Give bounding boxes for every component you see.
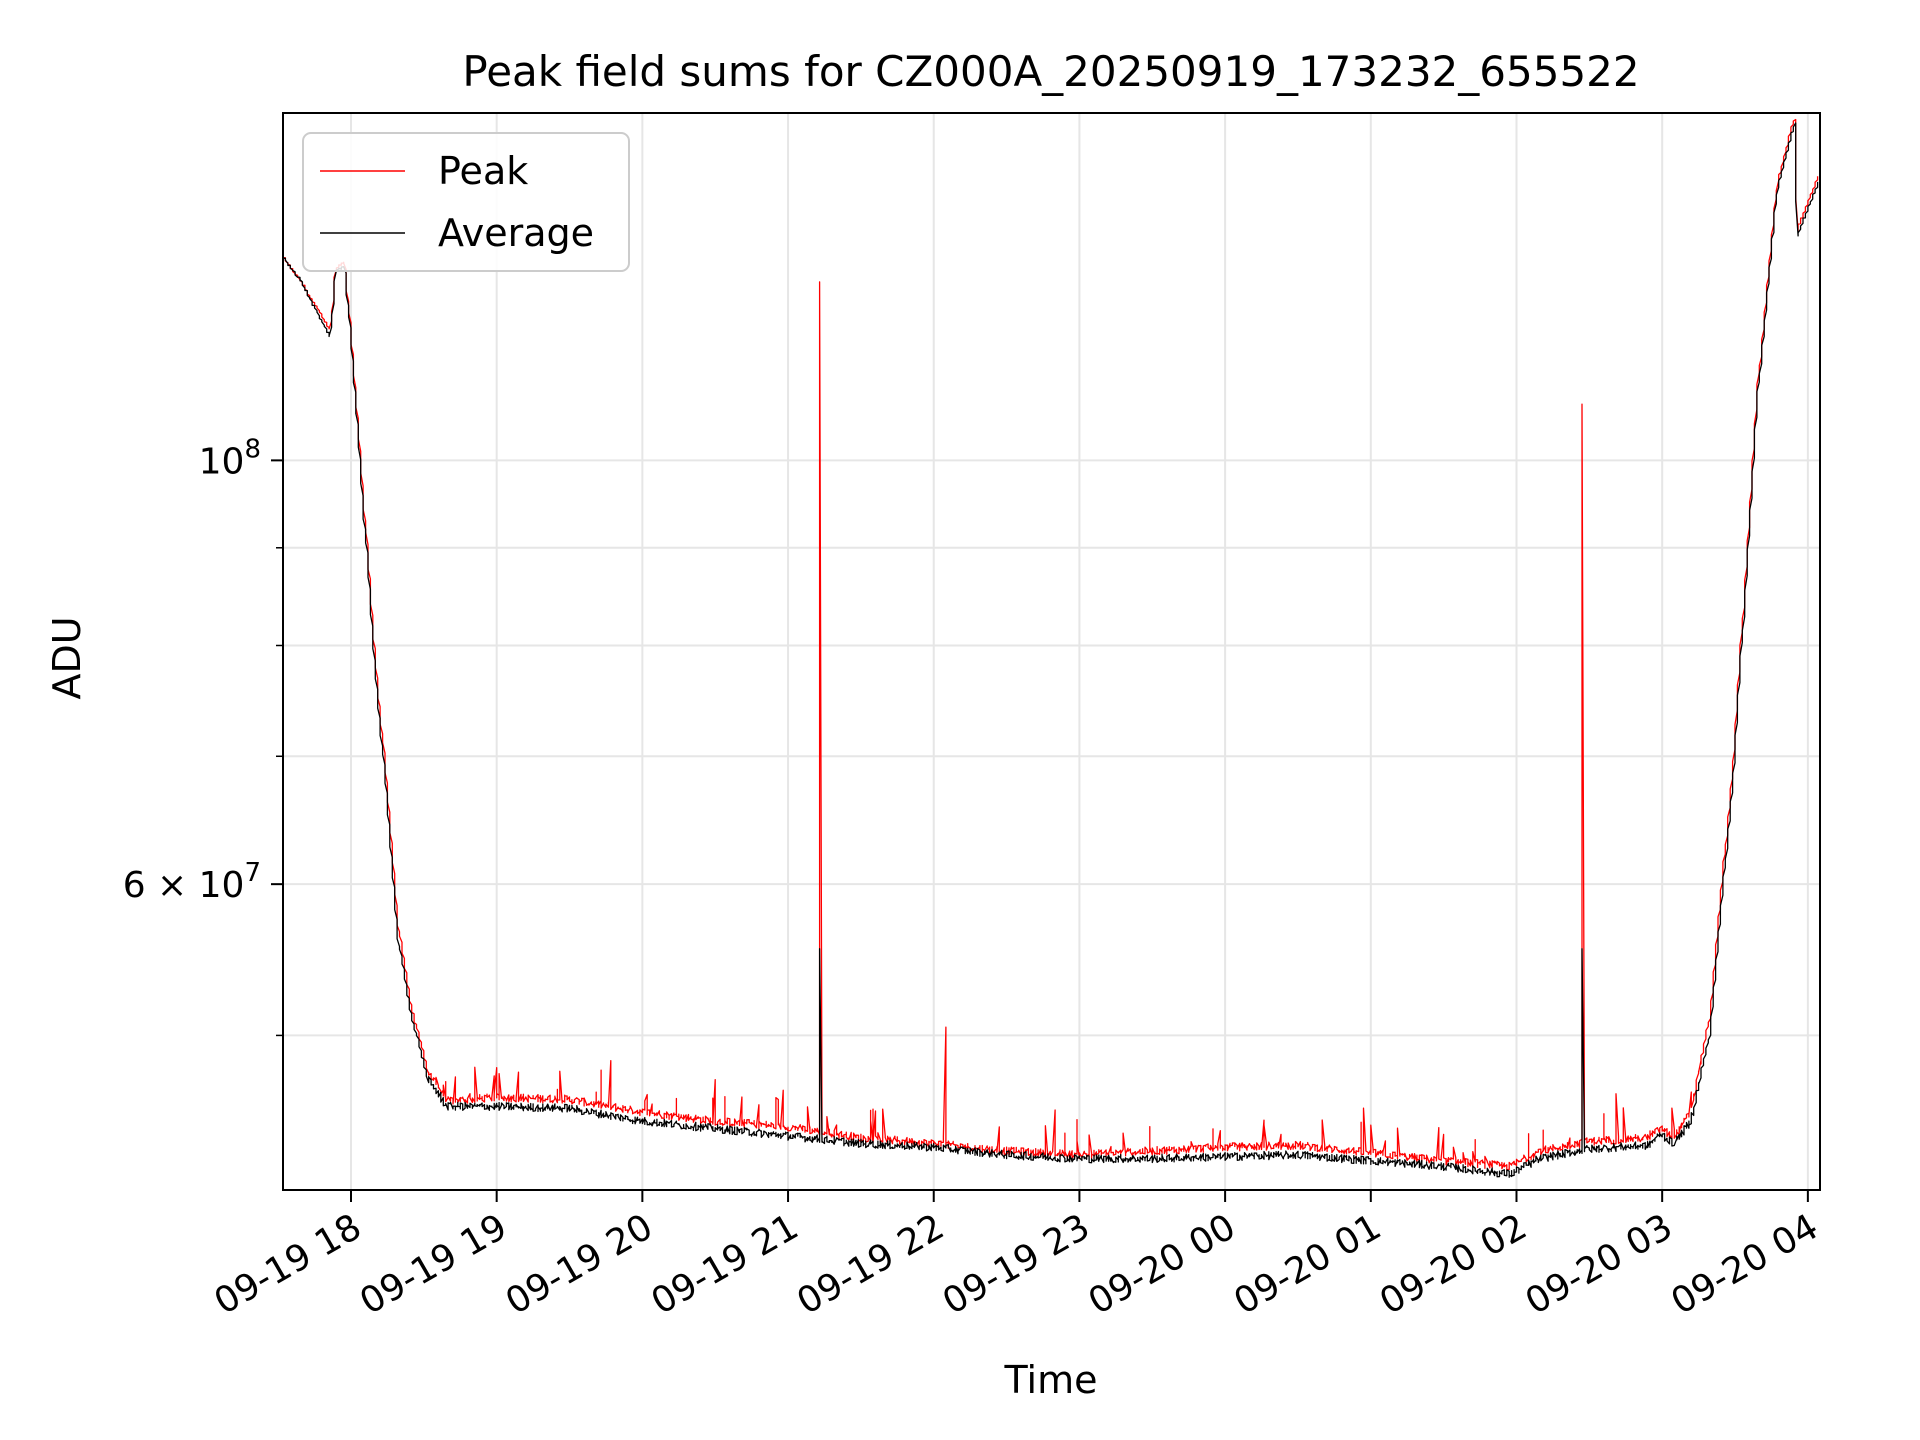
- y-axis-label: ADU: [45, 616, 89, 699]
- y-tick-label-exponent: 8: [244, 434, 261, 464]
- y-axis-ticks: 108 6 × 107: [123, 434, 283, 1037]
- chart-title: Peak field sums for CZ000A_20250919_1732…: [462, 47, 1639, 96]
- x-axis-label: Time: [1004, 1358, 1098, 1402]
- series-line-peak: [282, 118, 1819, 1171]
- grid-lines: [283, 113, 1820, 1190]
- legend-label-average: Average: [438, 211, 594, 255]
- legend: Peak Average: [302, 132, 630, 272]
- legend-box: [302, 132, 630, 272]
- y-tick-label-base: 6 × 10: [123, 865, 245, 906]
- y-tick-label: 108: [199, 434, 261, 482]
- series-line-average: [282, 122, 1819, 1178]
- y-tick-label: 6 × 107: [123, 858, 261, 906]
- legend-label-peak: Peak: [438, 149, 528, 193]
- series-layer: [282, 118, 1819, 1178]
- y-tick-label-exponent: 7: [244, 858, 261, 888]
- plot-frame: [282, 112, 1821, 1191]
- y-tick-label-base: 10: [199, 441, 245, 482]
- axes: [282, 112, 1821, 1191]
